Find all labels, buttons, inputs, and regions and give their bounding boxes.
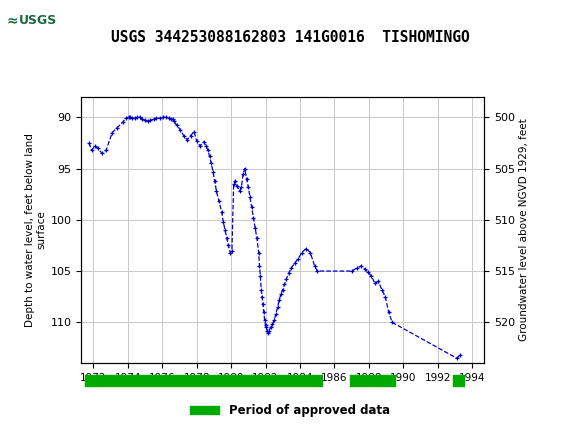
Text: USGS 344253088162803 141G0016  TISHOMINGO: USGS 344253088162803 141G0016 TISHOMINGO (111, 30, 469, 45)
Y-axis label: Groundwater level above NGVD 1929, feet: Groundwater level above NGVD 1929, feet (519, 119, 530, 341)
Bar (3, 3, 72, 37)
Text: ≈: ≈ (7, 13, 19, 28)
Y-axis label: Depth to water level, feet below land
surface: Depth to water level, feet below land su… (25, 133, 46, 327)
Text: USGS: USGS (19, 14, 57, 27)
Legend: Period of approved data: Period of approved data (185, 399, 395, 422)
